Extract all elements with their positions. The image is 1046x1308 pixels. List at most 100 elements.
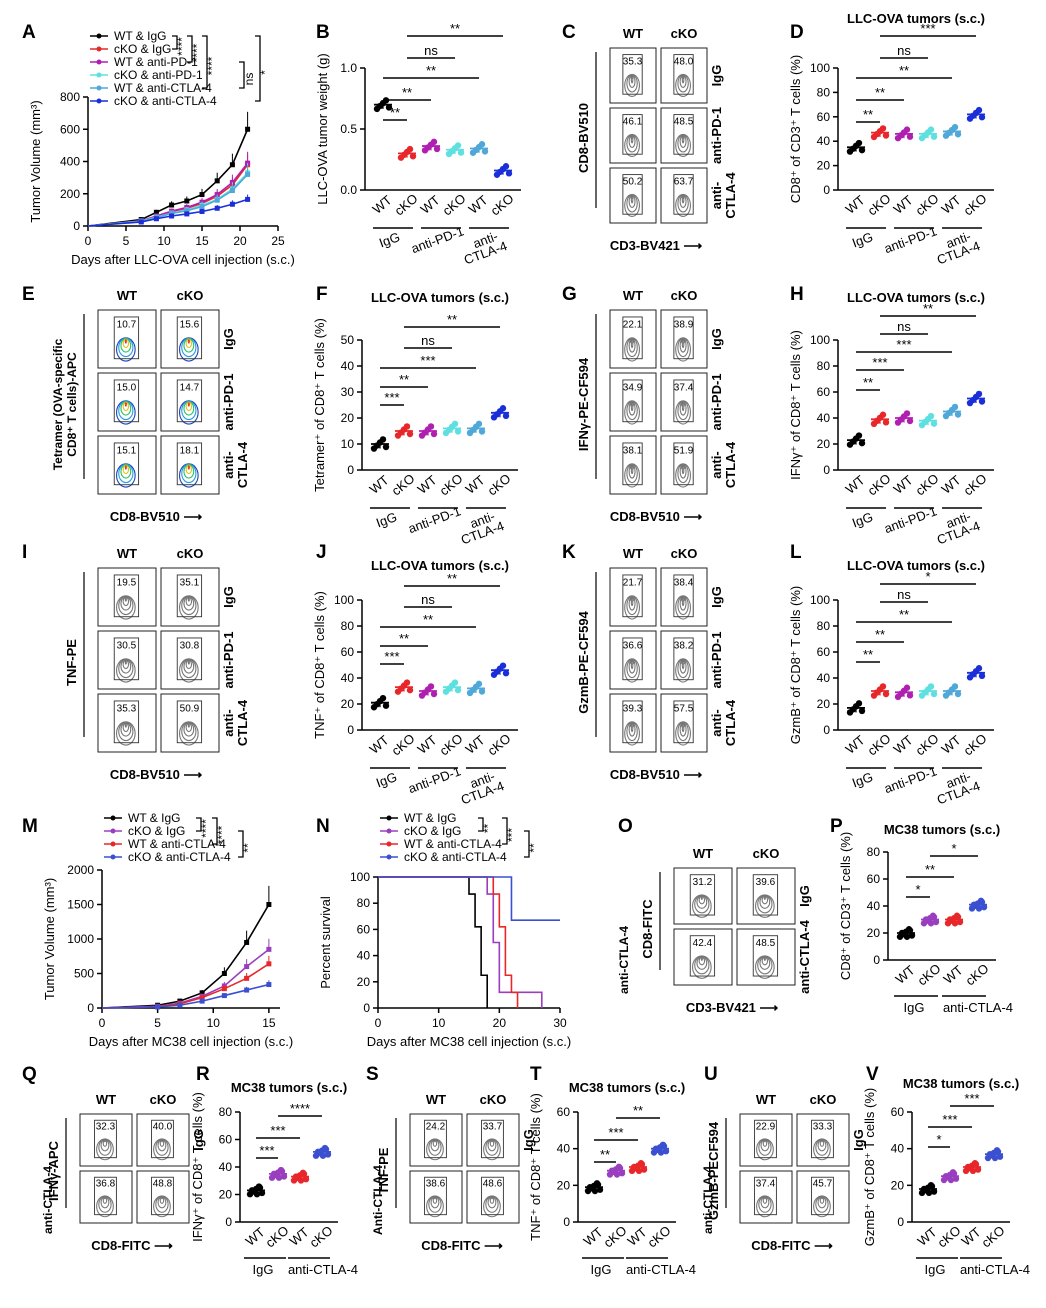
y-axis-label: CD8⁺ T cells)-APC [65,352,79,457]
column-header: cKO [671,546,698,561]
y-tick-label: 20 [817,697,831,711]
category-label: cKO [389,731,418,759]
gate [673,174,694,215]
gate [622,574,643,618]
y-tick-label: 40 [867,899,881,913]
y-tick-label: 800 [60,90,80,104]
data-point [925,1189,933,1197]
y-axis-label: IFNγ⁺ of CD8⁺ T cells (%) [190,1092,205,1242]
y-tick-label: 20 [219,1188,233,1202]
row-label: IgG [709,65,724,87]
data-point [932,918,940,926]
legend-marker [110,854,116,860]
data-point [616,1164,624,1172]
y-axis-label: TNF⁺ of CD8⁺ T cells (%) [528,1093,543,1241]
data-point [297,1177,305,1184]
gate-percentage: 35.3 [623,57,643,68]
category-label: WT [367,732,392,757]
x-tick-label: 15 [262,1016,276,1030]
data-point [430,430,438,438]
data-point [406,430,414,438]
x-tick-label: 0 [99,1016,106,1030]
density-contour [680,465,686,470]
data-point [382,702,390,709]
y-tick-label: 20 [891,1178,905,1192]
category-label: cKO [915,961,944,989]
y-tick-label: 2000 [67,863,94,877]
y-axis-label: Tetramer (OVA-specific [51,338,65,470]
gate-percentage: 48.5 [674,117,694,128]
y-tick-label: 0 [73,219,80,233]
significance-bracket [239,61,245,89]
group-label: anti-CTLA-4 [943,1000,1013,1015]
y-axis-label: Tumor Volume (mm³) [28,100,43,222]
data-point [978,672,986,680]
significance-label: * [915,882,920,897]
flow-plot: 37.4 [739,1170,793,1224]
y-tick-label: 20 [867,926,881,940]
legend-entry: WT & IgG [380,811,456,825]
row-label: anti-PD-1 [709,107,724,164]
group-label: IgG [850,509,875,530]
y-tick-label: 400 [60,155,80,169]
significance-bracket [172,35,178,50]
y-axis-label: Tumor Volume (mm³) [42,878,57,1000]
y-tick-label: 1.0 [340,61,357,75]
density-contour [124,723,127,728]
x-axis-label: Days after LLC-OVA cell injection (s.c.) [71,252,295,267]
legend-entry: cKO & IgG [90,42,171,56]
significance-bracket [196,817,202,832]
significance-label: ** [447,571,457,586]
y-axis-label: GzmB-PE-CF594 [576,610,591,713]
y-tick-label: 20 [341,697,355,711]
category-label: WT [941,962,966,987]
gate-percentage: 37.4 [674,382,694,393]
data-point [975,390,983,398]
row-label: anti-PD-1 [221,373,236,430]
gate [689,935,716,977]
density-contour [434,1197,436,1200]
data-point [475,680,483,688]
category-label: WT [463,732,488,757]
density-contour [629,465,635,470]
chart-title: LLC-OVA tumors (s.c.) [847,558,985,573]
row-label: anti- [221,709,236,736]
x-axis-label: Days after MC38 cell injection (s.c.) [367,1034,571,1049]
legend-marker [96,33,102,39]
data-point [980,903,988,911]
y-tick-label: 60 [341,645,355,659]
category-label: cKO [437,471,466,499]
y-tick-label: 0 [347,463,354,477]
data-point [882,419,890,426]
data-point [978,114,986,121]
significance-label: ns [897,587,911,602]
legend-entry: cKO & anti-CTLA-4 [380,850,507,864]
y-axis-label: CD8-BV510 [576,103,591,173]
x-tick-label: 10 [432,1016,446,1030]
significance-label: ns [424,43,438,58]
legend-marker [110,815,116,821]
significance-label: *** [872,355,887,370]
data-point [280,1173,288,1180]
y-tick-label: 80 [219,1105,233,1119]
density-contour [104,1197,106,1200]
legend-label: cKO & IgG [128,824,185,838]
data-point [855,432,863,439]
legend-entry: cKO & IgG [380,824,461,838]
column-header: WT [117,546,137,561]
category-label: cKO [392,191,421,219]
y-axis-label: GzmB-PECF594 [706,1121,721,1220]
series-line [87,173,249,227]
gate [481,1119,504,1159]
gate-percentage: 38.1 [623,445,643,456]
flow-C: WT cKO 35.3 48.0 IgG 46.1 48.5 anti-PD-1 50.2 63.… [576,26,738,253]
significance-bracket [187,35,193,63]
data-point [954,411,962,418]
legend-marker [386,854,392,860]
legend-marker [110,841,116,847]
density-contour [629,597,635,602]
y-tick-label: 1500 [67,898,94,912]
density-contour [124,339,127,344]
gate [94,1176,117,1216]
y-tick-label: 60 [817,645,831,659]
